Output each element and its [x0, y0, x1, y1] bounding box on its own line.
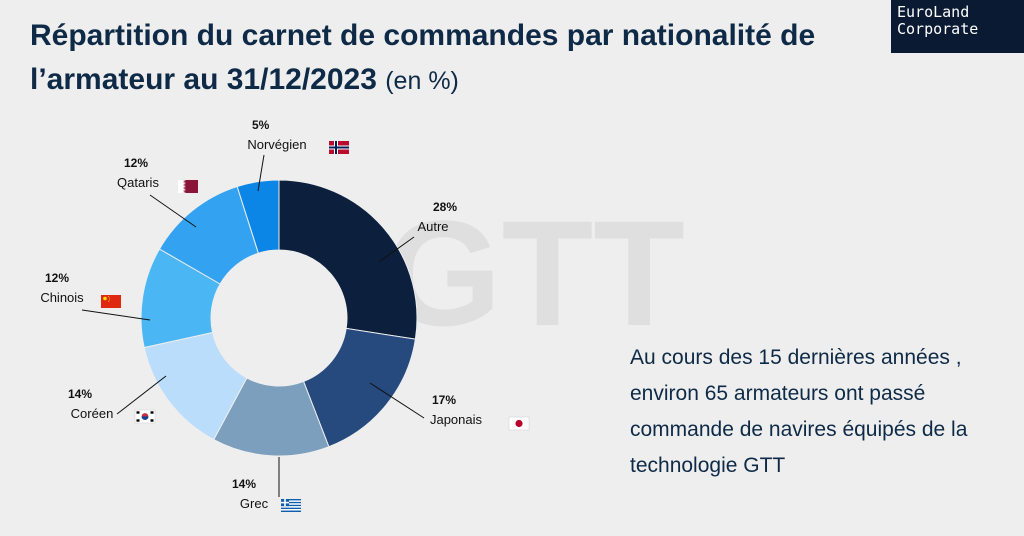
korea-flag-icon [134, 409, 156, 424]
title-text: Répartition du carnet de commandes par n… [30, 19, 816, 96]
page-title: Répartition du carnet de commandes par n… [30, 14, 850, 103]
norway-flag-icon [329, 141, 349, 154]
pct-label-qataris: 12% [124, 156, 148, 170]
qatar-flag-icon [178, 180, 198, 193]
slice-norvegien [236, 179, 280, 254]
slice-autre [278, 179, 418, 340]
slice-labels: 28% Autre 17% Japonais 14% Grec 14% Coréen 12% Ch… [40, 118, 482, 511]
leader-line-coreen [116, 375, 167, 415]
pct-label-autre: 28% [433, 200, 457, 214]
gtt-watermark: GTT [385, 189, 685, 357]
category-label-autre: Autre [417, 219, 448, 234]
brand-line-2: Corporate [897, 20, 979, 38]
category-label-grec: Grec [240, 496, 269, 511]
china-flag-icon [101, 295, 121, 308]
pct-label-grec: 14% [232, 477, 256, 491]
info-note: Au cours des 15 dernières années , envir… [630, 346, 968, 477]
pct-label-chinois: 12% [45, 271, 69, 285]
pct-label-norvegien: 5% [252, 118, 270, 132]
leader-line-japonais [369, 382, 425, 419]
leader-line-qataris [149, 194, 197, 228]
leader-line-autre [378, 236, 415, 263]
category-label-japonais: Japonais [430, 412, 483, 427]
category-label-norvegien: Norvégien [247, 137, 306, 152]
leader-line-norvegien [257, 154, 265, 192]
category-label-qataris: Qataris [117, 175, 159, 190]
greece-flag-icon [281, 499, 301, 512]
leader-line-chinois [81, 309, 151, 321]
brand-line-1: EuroLand [897, 3, 970, 21]
donut-slices [140, 179, 418, 457]
category-label-chinois: Chinois [40, 290, 84, 305]
flags [101, 141, 530, 512]
category-label-coreen: Coréen [71, 406, 114, 421]
leader-lines [81, 154, 425, 497]
pct-label-coreen: 14% [68, 387, 92, 401]
brand-logo: EuroLand Corporate [891, 0, 1024, 53]
pct-label-japonais: 17% [432, 393, 456, 407]
japan-flag-icon [508, 416, 530, 431]
title-unit: (en %) [385, 67, 459, 95]
